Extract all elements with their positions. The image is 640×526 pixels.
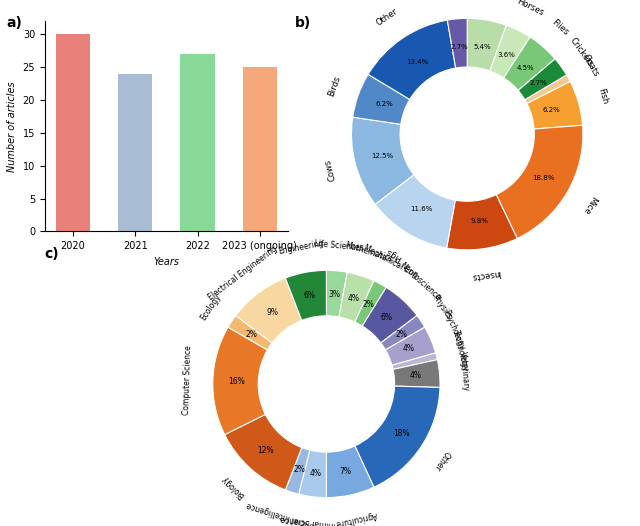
Text: Goats: Goats — [581, 53, 600, 79]
Wedge shape — [447, 195, 517, 250]
Wedge shape — [212, 327, 268, 434]
Text: 7%: 7% — [340, 467, 351, 476]
Text: 9.8%: 9.8% — [470, 218, 488, 224]
Wedge shape — [355, 281, 386, 326]
Text: 2.7%: 2.7% — [451, 44, 468, 49]
Text: Mice: Mice — [580, 194, 598, 216]
Text: b): b) — [294, 16, 310, 30]
Wedge shape — [339, 272, 374, 322]
Text: 4%: 4% — [309, 469, 321, 478]
Wedge shape — [299, 450, 326, 498]
Text: Veterinary: Veterinary — [458, 351, 471, 391]
Wedge shape — [368, 20, 456, 99]
Wedge shape — [527, 82, 582, 129]
Text: Mathematics: Mathematics — [344, 240, 394, 264]
Text: 16%: 16% — [228, 377, 245, 386]
Text: Flies: Flies — [550, 18, 570, 37]
Wedge shape — [375, 175, 455, 248]
Text: Mechanical Eng.: Mechanical Eng. — [362, 243, 422, 280]
Bar — [243, 67, 277, 231]
Text: 18.8%: 18.8% — [532, 175, 554, 181]
Text: Chickens: Chickens — [472, 0, 511, 3]
Wedge shape — [381, 316, 425, 350]
Text: 4%: 4% — [348, 294, 360, 303]
Bar — [180, 54, 214, 231]
Text: 13.4%: 13.4% — [406, 58, 429, 65]
Wedge shape — [353, 74, 410, 124]
Text: 12%: 12% — [258, 446, 275, 455]
Text: Horses: Horses — [515, 0, 545, 18]
Text: Life Sciences: Life Sciences — [314, 239, 364, 252]
Text: 2%: 2% — [293, 465, 305, 474]
Text: Engineering: Engineering — [277, 239, 324, 256]
Wedge shape — [392, 353, 437, 369]
Text: Pigs: Pigs — [384, 246, 403, 263]
Text: 9%: 9% — [266, 308, 278, 317]
Text: 4%: 4% — [410, 371, 422, 380]
Text: 3.6%: 3.6% — [497, 52, 515, 58]
Text: 6.2%: 6.2% — [376, 102, 394, 107]
Text: 12.5%: 12.5% — [371, 153, 393, 159]
Text: 6%: 6% — [381, 313, 393, 322]
Text: Other: Other — [375, 7, 400, 28]
Text: 6%: 6% — [304, 291, 316, 300]
Text: 4%: 4% — [403, 345, 415, 353]
Text: Crickets: Crickets — [568, 35, 595, 68]
Text: Insects: Insects — [471, 268, 501, 280]
Text: Technology: Technology — [451, 328, 470, 372]
Text: Biology: Biology — [220, 473, 246, 499]
Text: Animal Science: Animal Science — [280, 513, 339, 526]
Text: c): c) — [45, 247, 60, 261]
Wedge shape — [326, 270, 348, 317]
Wedge shape — [362, 287, 417, 343]
Text: Psychology: Psychology — [442, 308, 467, 351]
Wedge shape — [225, 414, 302, 490]
Wedge shape — [447, 18, 467, 68]
Wedge shape — [393, 360, 440, 388]
Wedge shape — [518, 59, 566, 100]
Wedge shape — [490, 25, 530, 78]
Bar — [56, 34, 90, 231]
Wedge shape — [355, 386, 440, 487]
Text: 4.5%: 4.5% — [516, 65, 534, 71]
Text: Neuroscience: Neuroscience — [397, 261, 442, 302]
Text: 5.4%: 5.4% — [474, 45, 491, 50]
Wedge shape — [285, 270, 326, 320]
Wedge shape — [228, 316, 272, 350]
Text: 2%: 2% — [246, 330, 257, 339]
Wedge shape — [467, 18, 506, 71]
Y-axis label: Number of articles: Number of articles — [7, 81, 17, 171]
Text: 11.6%: 11.6% — [410, 206, 433, 212]
Wedge shape — [504, 37, 555, 90]
Text: 18%: 18% — [393, 429, 410, 438]
Wedge shape — [285, 448, 310, 494]
Wedge shape — [236, 278, 302, 343]
Text: Cows: Cows — [323, 157, 338, 181]
Wedge shape — [326, 446, 374, 498]
Text: Computer Science: Computer Science — [182, 345, 193, 414]
Text: 6.2%: 6.2% — [543, 107, 561, 113]
Text: 2%: 2% — [396, 330, 407, 339]
Text: 2.7%: 2.7% — [530, 80, 548, 86]
Text: Other: Other — [432, 449, 452, 472]
Text: Agriculture: Agriculture — [334, 510, 378, 526]
X-axis label: Years: Years — [154, 257, 179, 267]
Text: 3%: 3% — [329, 290, 340, 299]
Text: 2%: 2% — [363, 300, 375, 309]
Wedge shape — [496, 125, 583, 238]
Text: Physics: Physics — [430, 293, 454, 322]
Text: Fish: Fish — [596, 87, 610, 105]
Wedge shape — [351, 117, 414, 204]
Text: Electrical Engineering: Electrical Engineering — [207, 245, 279, 302]
Text: Birds: Birds — [326, 75, 342, 98]
Text: Artificial Intelligence: Artificial Intelligence — [245, 500, 324, 526]
Text: Ecology: Ecology — [199, 292, 223, 322]
Text: a): a) — [6, 16, 22, 30]
Wedge shape — [385, 327, 436, 366]
Wedge shape — [525, 75, 570, 104]
Bar — [118, 74, 152, 231]
